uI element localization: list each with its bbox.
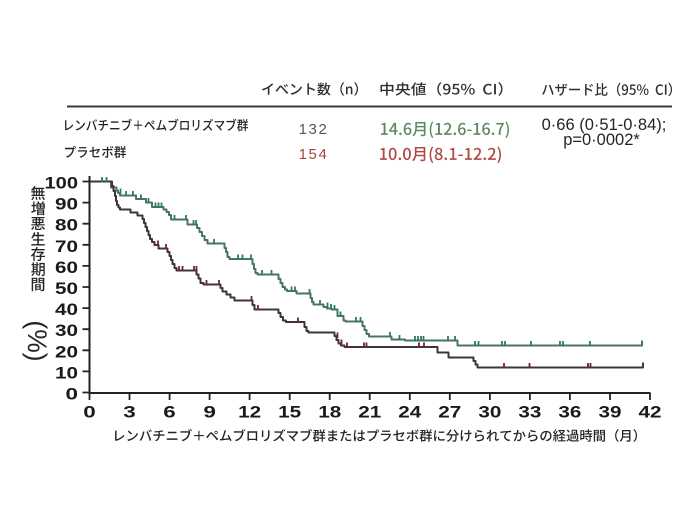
svg-text:30: 30 <box>478 403 501 422</box>
svg-text:6: 6 <box>163 403 176 422</box>
svg-text:36: 36 <box>558 403 581 422</box>
svg-text:9: 9 <box>203 403 216 422</box>
svg-text:(%): (%) <box>22 320 52 361</box>
svg-text:40: 40 <box>55 300 78 319</box>
svg-text:33: 33 <box>518 403 541 422</box>
svg-text:132: 132 <box>299 121 329 138</box>
svg-text:154: 154 <box>299 146 329 163</box>
svg-text:100: 100 <box>45 174 79 193</box>
svg-text:p=0·0002*: p=0·0002* <box>563 131 640 149</box>
svg-text:15: 15 <box>278 403 301 422</box>
svg-text:0: 0 <box>83 403 96 422</box>
svg-text:0·66 (0·51-0·84);: 0·66 (0·51-0·84); <box>542 116 667 134</box>
svg-text:39: 39 <box>598 403 621 422</box>
svg-text:18: 18 <box>318 403 341 422</box>
svg-text:0: 0 <box>66 385 79 404</box>
svg-text:12: 12 <box>238 403 261 422</box>
svg-text:80: 80 <box>55 216 78 235</box>
svg-text:24: 24 <box>398 403 422 422</box>
svg-text:70: 70 <box>55 237 78 256</box>
svg-text:3: 3 <box>123 403 136 422</box>
svg-text:20: 20 <box>55 342 78 361</box>
svg-text:50: 50 <box>55 279 78 298</box>
svg-text:10: 10 <box>55 363 78 382</box>
svg-text:60: 60 <box>55 258 78 277</box>
svg-text:90: 90 <box>55 195 78 214</box>
svg-text:42: 42 <box>638 403 661 422</box>
svg-text:21: 21 <box>358 403 381 422</box>
svg-text:30: 30 <box>55 321 78 340</box>
svg-text:27: 27 <box>438 403 461 422</box>
